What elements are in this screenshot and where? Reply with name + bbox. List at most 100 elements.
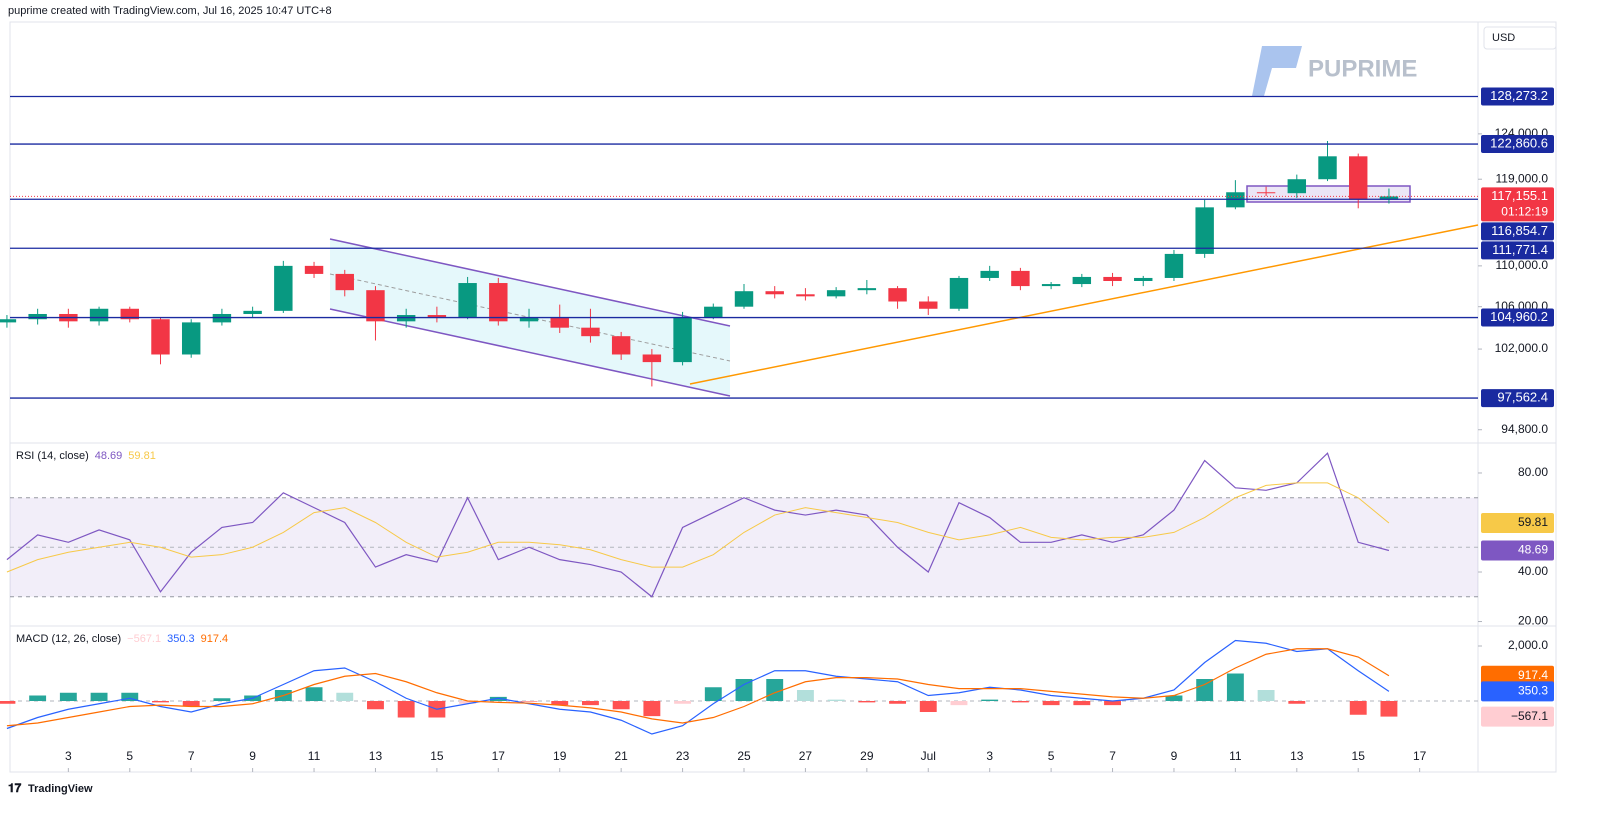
- candle-body: [274, 265, 293, 311]
- candle: [89, 306, 109, 326]
- histogram-bar: [612, 701, 630, 710]
- candle-body: [458, 283, 477, 318]
- candle: [1011, 267, 1030, 291]
- logo-mark: [1252, 46, 1302, 96]
- histogram-bar: [1226, 673, 1244, 702]
- level-label-box: [1481, 87, 1554, 106]
- candle-body: [673, 317, 692, 363]
- candle: [243, 306, 262, 318]
- x-tick-label: 23: [676, 749, 690, 763]
- x-tick-label: 19: [553, 749, 567, 763]
- candle: [673, 311, 692, 366]
- candle: [489, 277, 508, 326]
- rsi-line: [6, 452, 1390, 598]
- candle-body: [888, 288, 907, 302]
- last-value-box: [1481, 681, 1554, 702]
- candle-body: [519, 317, 539, 322]
- histogram-bar: [59, 692, 77, 702]
- candle-body: [980, 270, 999, 278]
- histogram-bar: [520, 701, 538, 702]
- histogram-bar: [1257, 690, 1275, 702]
- candle: [1287, 174, 1307, 198]
- y-tick-label: 2,000.0: [1508, 638, 1548, 652]
- candle: [1318, 140, 1337, 182]
- y-tick-label: 20.00: [1518, 614, 1548, 628]
- y-tick-label: 40.00: [1518, 564, 1548, 578]
- candle-body: [1011, 270, 1030, 287]
- x-tick-label: 5: [126, 749, 133, 763]
- x-tick-label: 9: [249, 749, 256, 763]
- candle: [151, 317, 170, 365]
- legend-value: 59.81: [128, 450, 156, 462]
- candle: [304, 261, 324, 278]
- price-label-box: [1481, 187, 1554, 222]
- histogram-bar: [950, 701, 968, 706]
- channel-line: [329, 308, 731, 397]
- x-tick-label: 7: [1109, 749, 1116, 763]
- histogram-bar: [1073, 701, 1091, 706]
- x-tick-label: 9: [1171, 749, 1178, 763]
- level-label-box: [1481, 135, 1554, 154]
- candle-body: [243, 310, 262, 314]
- legend-value: 917.4: [201, 633, 229, 645]
- histogram-bar: [735, 679, 753, 702]
- histogram-bar: [459, 701, 477, 704]
- histogram-bar: [551, 701, 569, 706]
- x-tick-label: 13: [369, 749, 383, 763]
- x-tick-label: 11: [308, 749, 321, 763]
- candle: [427, 306, 447, 323]
- candle: [1103, 272, 1122, 287]
- candle-body: [1134, 277, 1153, 281]
- histogram-bar: [29, 695, 47, 702]
- candle: [181, 319, 201, 358]
- countdown: 01:12:19: [1501, 205, 1548, 219]
- level-label: 116,854.7: [1491, 223, 1548, 238]
- candle: [120, 306, 139, 323]
- candle-body: [765, 291, 784, 295]
- histogram-bar: [1380, 701, 1398, 717]
- x-tick-label: 25: [737, 749, 751, 763]
- histogram-bar: [121, 692, 139, 702]
- histogram-bar: [305, 687, 323, 702]
- macd-line: [6, 639, 1390, 735]
- macd-line: [6, 648, 1390, 727]
- histogram-bar: [1104, 701, 1121, 706]
- level-label-box: [1481, 241, 1554, 260]
- histogram-bar: [1042, 701, 1060, 706]
- candle-body: [826, 290, 846, 297]
- candle: [1164, 249, 1184, 281]
- level-label-box: [1481, 222, 1554, 241]
- histogram-bar: [674, 701, 692, 704]
- last-value-box: [1481, 512, 1554, 533]
- candle-body: [581, 327, 600, 337]
- candle-body: [335, 273, 354, 291]
- legend-value: 48.69: [95, 450, 123, 462]
- candle: [704, 303, 723, 320]
- logo: PUPRIME: [1308, 55, 1417, 82]
- histogram-bar: [1196, 679, 1214, 702]
- candle-body: [1287, 179, 1307, 194]
- candle: [642, 349, 662, 387]
- x-tick-label: 3: [986, 749, 993, 763]
- candle: [765, 286, 784, 299]
- header: puprime created with TradingView.com, Ju…: [8, 5, 332, 17]
- candle-body: [304, 265, 324, 274]
- last-value-box: [1481, 540, 1554, 561]
- y-tick-label: 119,000.0: [1496, 171, 1549, 185]
- candle: [1072, 273, 1092, 288]
- x-tick-label: 3: [65, 749, 72, 763]
- histogram-bar: [796, 690, 814, 702]
- candle-body: [919, 301, 938, 309]
- candle-body: [550, 317, 569, 328]
- histogram-bar: [1349, 701, 1367, 715]
- last-value: 48.69: [1518, 543, 1548, 557]
- x-tick-label: 27: [799, 749, 813, 763]
- x-tick-label: 11: [1229, 749, 1242, 763]
- candle-body: [857, 288, 877, 291]
- candle: [550, 304, 569, 333]
- candle-body: [120, 308, 139, 320]
- candle: [581, 308, 600, 343]
- candle: [1041, 282, 1061, 290]
- level-label-box: [1481, 308, 1554, 327]
- level-label: 104,960.2: [1490, 309, 1548, 324]
